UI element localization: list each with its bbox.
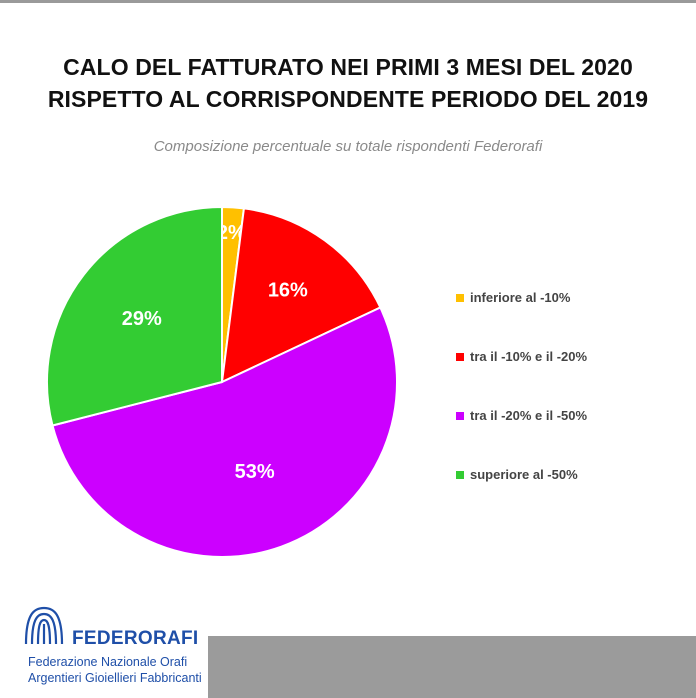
chart-title-line-2: RISPETTO AL CORRISPONDENTE PERIODO DEL 2… [47,86,649,112]
legend-swatch [456,353,464,361]
brand-tagline-2: Argentieri Gioiellieri Fabbricanti [28,671,202,685]
chart-title-line-1: CALO DEL FATTURATO NEI PRIMI 3 MESI DEL … [63,54,633,80]
pie-data-label-1: 16% [268,280,308,302]
legend-swatch [456,294,464,302]
pie-slice-2 [51,306,398,558]
legend-label: superiore al -50% [470,467,578,482]
legend-label: tra il -20% e il -50% [470,408,588,423]
chart-subtitle: Composizione percentuale su totale rispo… [153,138,543,155]
footer-bar [208,636,696,698]
legend-swatch [456,471,464,479]
pie-slice-3 [46,205,223,427]
legend-label: tra il -10% e il -20% [470,349,588,364]
pie-chart: 2% 16% 53% 29% [46,205,398,558]
pie-data-label-2: 53% [235,461,275,483]
brand-name: FEDERORAFI [72,628,199,649]
top-divider [0,0,696,3]
pie-data-label-3: 29% [122,308,162,330]
legend-label: inferiore al -10% [470,290,571,305]
federorafi-logo: FEDERORAFI Federazione Nazionale Orafi A… [22,604,212,696]
columns-logo-icon [24,606,64,645]
pie-data-label-0: 2% [217,222,246,244]
pie-slice-1 [220,207,382,384]
legend-swatch [456,412,464,420]
brand-tagline-1: Federazione Nazionale Orafi [28,655,188,669]
